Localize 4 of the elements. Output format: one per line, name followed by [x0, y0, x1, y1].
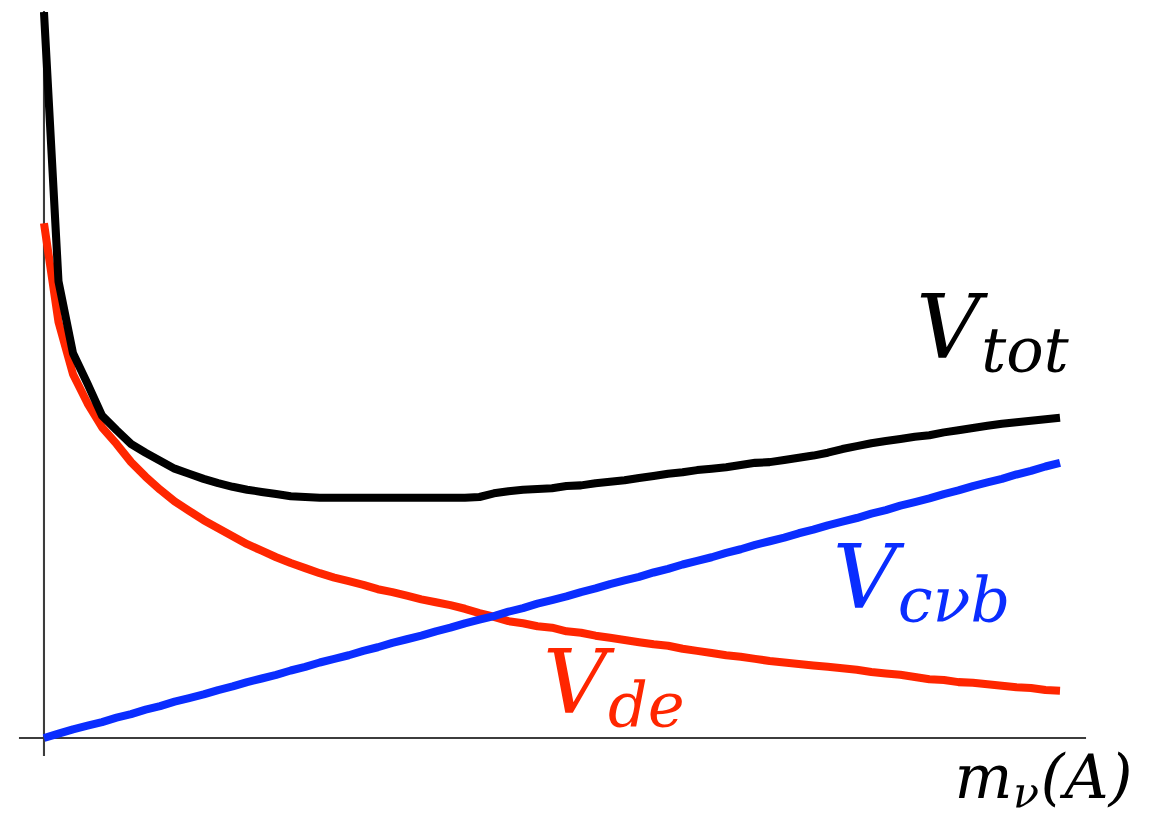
x-axis-title: m$_{ν}$(A) — [958, 751, 1129, 808]
series-label: V$_{de}$ — [547, 647, 682, 728]
series-label: V$_{tot}$ — [920, 292, 1069, 373]
series-label: V$_{cνb}$ — [837, 542, 1007, 623]
